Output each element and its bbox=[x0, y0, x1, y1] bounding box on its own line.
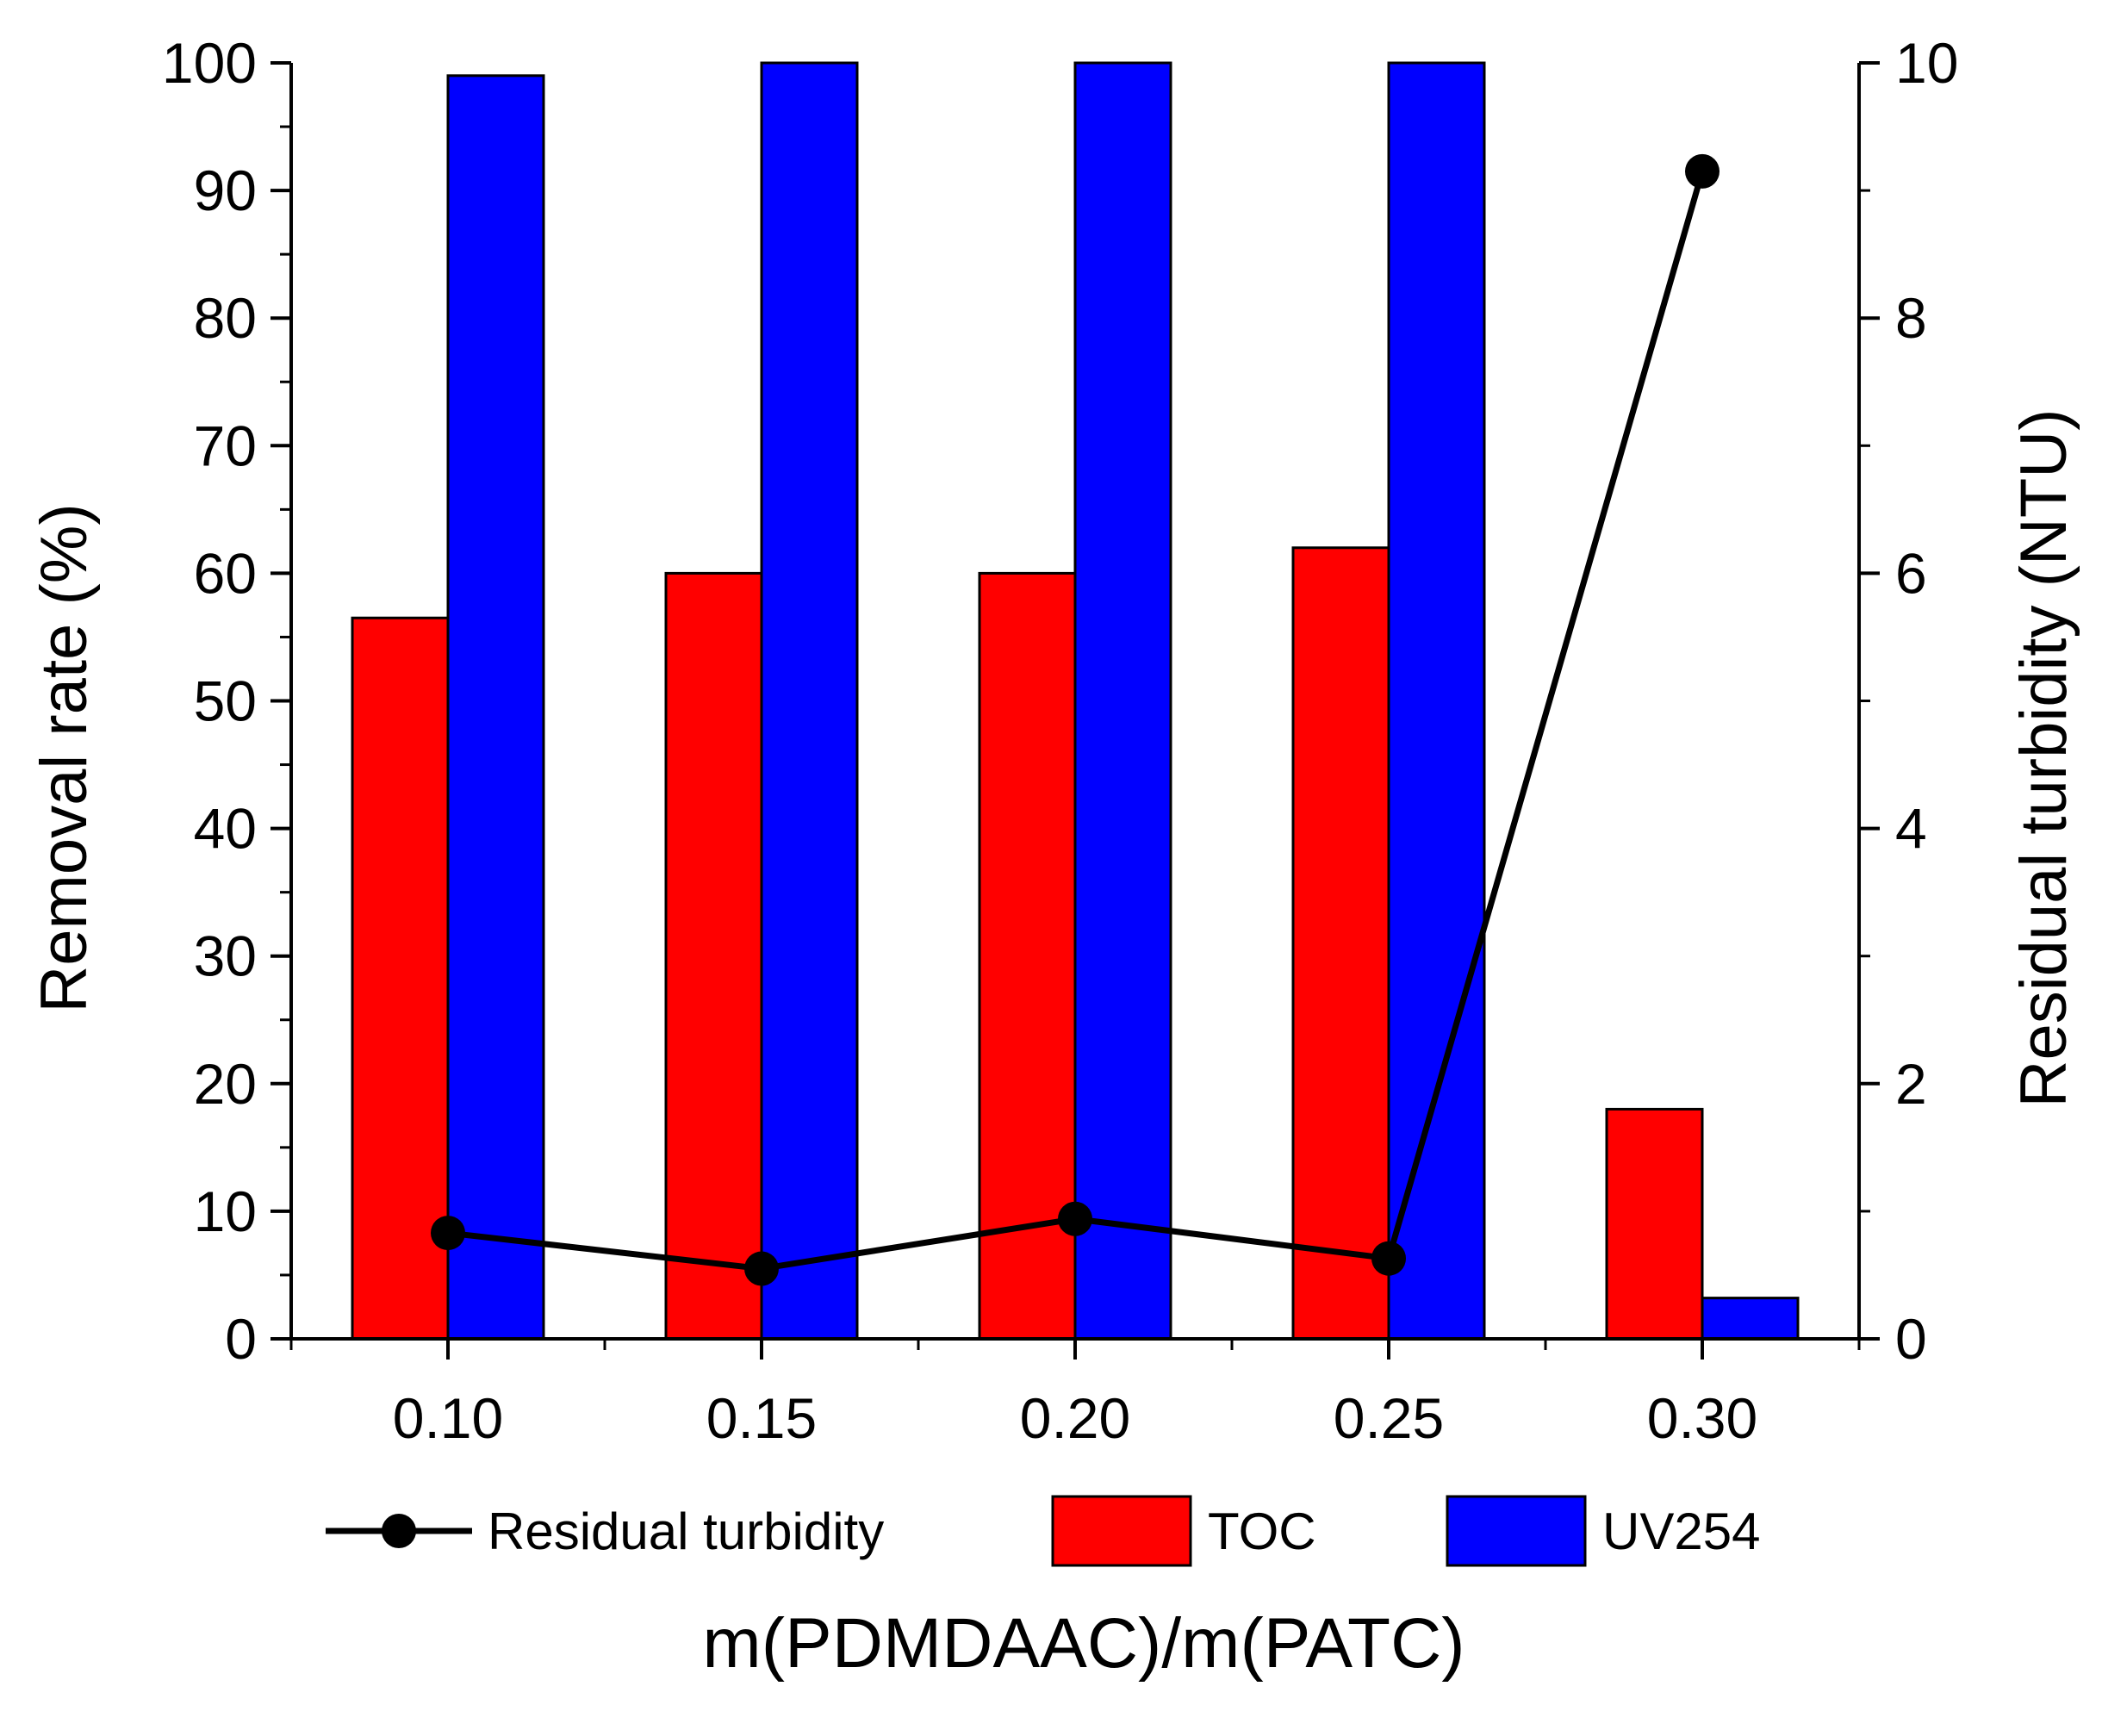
uv254-bar-0.10 bbox=[446, 74, 545, 1341]
x-tick-label-0.20: 0.20 bbox=[1020, 1386, 1130, 1450]
legend-label-residual-turbidity: Residual turbidity bbox=[488, 1503, 884, 1560]
x-tick-label-0.10: 0.10 bbox=[393, 1386, 503, 1450]
turbidity-line-layer bbox=[431, 153, 1720, 1286]
toc-bar-0.15 bbox=[664, 571, 763, 1341]
turbidity-point-0.25 bbox=[1371, 1241, 1406, 1276]
y-right-tick-label-0: 0 bbox=[1895, 1307, 1927, 1371]
legend-swatch-toc bbox=[1051, 1495, 1192, 1567]
y-left-tick-label-70: 70 bbox=[194, 414, 257, 477]
legend-label-toc: TOC bbox=[1208, 1503, 1316, 1560]
legend-swatch-uv254 bbox=[1446, 1495, 1587, 1567]
y-left-tick-label-0: 0 bbox=[225, 1307, 257, 1371]
turbidity-point-0.15 bbox=[744, 1251, 779, 1286]
y-left-tick-label-100: 100 bbox=[162, 31, 257, 95]
x-tick-label-0.15: 0.15 bbox=[706, 1386, 817, 1450]
y-left-tick-label-50: 50 bbox=[194, 669, 257, 733]
toc-bar-0.30 bbox=[1605, 1107, 1704, 1341]
legend-marker-residual-turbidity bbox=[382, 1514, 416, 1548]
labels-layer: 0 10 20 30 40 50 60 70 80 90 100 0 2 4 6 8 10 0.10 0.15 0.2… bbox=[162, 31, 1959, 1450]
y-left-tick-label-80: 80 bbox=[194, 286, 257, 350]
uv254-bar-0.20 bbox=[1073, 61, 1172, 1341]
x-tick-label-0.25: 0.25 bbox=[1334, 1386, 1444, 1450]
y-left-tick-label-60: 60 bbox=[194, 541, 257, 605]
y-right-tick-label-10: 10 bbox=[1895, 31, 1958, 95]
x-tick-label-0.30: 0.30 bbox=[1647, 1386, 1757, 1450]
y-left-tick-label-10: 10 bbox=[194, 1179, 257, 1243]
uv254-bar-0.25 bbox=[1387, 61, 1486, 1341]
y-axis-left-title: Removal rate (%) bbox=[28, 503, 101, 1012]
x-axis-title: m(PDMDAAC)/m(PATC) bbox=[702, 1604, 1465, 1683]
y-right-tick-label-8: 8 bbox=[1895, 286, 1927, 350]
turbidity-point-0.10 bbox=[431, 1216, 465, 1251]
y-axis-right-title: Residual turbidity (NTU) bbox=[2007, 409, 2080, 1108]
toc-bar-0.25 bbox=[1291, 546, 1390, 1341]
bars-layer bbox=[351, 61, 1800, 1341]
y-left-tick-label-40: 40 bbox=[194, 797, 257, 861]
legend: Residual turbidity TOC UV254 bbox=[326, 1495, 1760, 1567]
toc-bar-0.10 bbox=[351, 616, 450, 1341]
axes-layer bbox=[271, 61, 1880, 1360]
y-left-tick-label-90: 90 bbox=[194, 159, 257, 222]
legend-label-uv254: UV254 bbox=[1602, 1503, 1760, 1560]
uv254-bar-0.15 bbox=[760, 61, 859, 1341]
y-right-tick-label-4: 4 bbox=[1895, 797, 1927, 861]
uv254-bar-0.30 bbox=[1701, 1297, 1800, 1341]
y-left-tick-label-30: 30 bbox=[194, 924, 257, 988]
y-right-tick-label-2: 2 bbox=[1895, 1052, 1927, 1116]
toc-bar-0.20 bbox=[978, 571, 1077, 1341]
y-right-tick-label-6: 6 bbox=[1895, 541, 1927, 605]
turbidity-point-0.20 bbox=[1058, 1201, 1092, 1236]
turbidity-point-0.30 bbox=[1685, 153, 1720, 189]
y-left-tick-label-20: 20 bbox=[194, 1052, 257, 1116]
